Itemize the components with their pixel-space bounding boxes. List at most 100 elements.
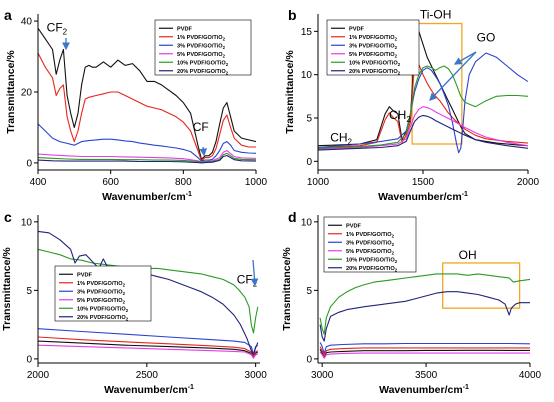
series-group [319,273,530,359]
legend-entry: 5% PVDF/GO/TiO2 [177,52,226,59]
x-axis-title: Wavenumber/cm-1 [104,384,194,396]
panel-a: a 400 600 800 1000 0 20 40 Wavenumber/cm-1 Transm… [4,7,268,203]
panel-b: b 1000 1500 2000 0 5 10 15 Wavenumber/cm-1 Transm… [284,7,540,203]
series-line-10pct [318,65,528,149]
annotation-arrow [250,259,259,287]
series-line-20pct [38,154,256,164]
panel-letter: a [4,7,12,23]
annotation-arrow [199,146,208,157]
series-line-10pct [319,273,530,335]
peak-annotation: GO [477,31,496,45]
legend-entry: 20% PVDF/GO/TiO2 [346,266,398,273]
x-tick-label: 2000 [27,370,50,381]
peak-annotation: CH2 [389,108,411,124]
legend-entry: 3% PVDF/GO/TiO2 [77,289,126,296]
series-line-10pct [38,152,256,163]
legend-entry: PVDF [77,272,93,278]
legend-entry: 3% PVDF/GO/TiO2 [177,43,226,50]
legend-entry: 20% PVDF/GO/TiO2 [349,69,401,76]
y-tick-label: 5 [306,286,312,297]
legend-box [323,216,417,273]
legend-entry: 10% PVDF/GO/TiO2 [177,60,229,67]
series-line-3pct [318,52,528,154]
x-tick-label: 1000 [245,177,268,188]
legend-entry: 3% PVDF/GO/TiO2 [346,240,395,247]
x-tick-label: 800 [175,177,192,188]
peak-annotation: CH2 [330,130,352,146]
series-line-20pct [318,114,528,151]
series-line-20pct [319,291,530,342]
legend-entry: 1% PVDF/GO/TiO2 [77,281,126,288]
x-tick-label: 600 [102,177,119,188]
panel-c: c 2000 2500 3000 0 5 10 Wavenumber/cm-1 Transmit… [1,209,267,396]
series-line-1pct [319,346,530,357]
legend-entry: PVDF [346,223,362,229]
legend-entry: 5% PVDF/GO/TiO2 [77,298,126,305]
annotation-arrow [453,51,477,65]
y-tick-label: 10 [21,217,33,228]
x-axis-title: Wavenumber/cm-1 [379,384,469,396]
series-line-PVDF [38,27,256,160]
legend-entry: 10% PVDF/GO/TiO2 [77,306,129,313]
legend-entry: 5% PVDF/GO/TiO2 [346,249,395,256]
series-line-5pct [319,351,530,359]
y-tick-label: 10 [301,217,313,228]
series-group [38,27,256,164]
x-tick-label: 2500 [136,370,159,381]
y-axis-title: Transmittance/% [284,50,296,134]
legend-entry: PVDF [177,26,193,32]
y-tick-label: 20 [21,88,33,99]
peak-annotation: Ti-OH [420,7,452,21]
peak-annotation: CF2 [47,21,68,37]
x-tick-label: 400 [30,177,47,188]
series-line-3pct [38,123,256,162]
x-tick-label: 3000 [311,370,334,381]
x-tick-label: 1000 [307,177,330,188]
legend-entry: 5% PVDF/GO/TiO2 [349,52,398,59]
series-line-5pct [38,344,258,359]
x-tick-label: 3000 [245,370,268,381]
series-line-3pct [38,328,259,355]
series-line-5pct [318,106,528,150]
panel-d: d 3000 3500 4000 0 5 10 Wavenumber/cm-1 Transmit… [281,209,542,396]
series-line-10pct [38,248,259,334]
legend-entry: 20% PVDF/GO/TiO2 [77,315,129,322]
x-axis-title: Wavenumber/cm-1 [102,191,192,203]
highlight-box [442,262,521,309]
panel-letter: b [288,7,297,23]
peak-annotation: CF [193,120,209,134]
legend-entry: PVDF [349,26,365,32]
legend-entry: 1% PVDF/GO/TiO2 [177,35,226,42]
y-tick-label: 40 [21,17,33,28]
y-tick-label: 15 [301,27,313,38]
y-axis-title: Transmittance/% [281,247,293,331]
y-tick-label: 10 [301,70,313,81]
y-tick-label: 0 [306,354,312,365]
y-tick-label: 5 [26,286,32,297]
y-tick-label: 0 [26,158,32,169]
panel-letter: d [288,209,297,225]
legend-entry: 1% PVDF/GO/TiO2 [346,232,395,239]
y-axis-title: Transmittance/% [1,247,13,331]
series-line-1pct [38,336,259,358]
legend-entry: 3% PVDF/GO/TiO2 [349,43,398,50]
x-tick-label: 2000 [517,177,540,188]
legend-box [54,265,152,322]
y-tick-label: 0 [26,354,32,365]
legend-box [326,19,420,76]
series-line-1pct [38,52,256,162]
x-axis-title: Wavenumber/cm-1 [378,191,468,203]
series-line-3pct [319,342,530,354]
y-axis-title: Transmittance/% [5,50,17,134]
y-tick-label: 0 [306,157,312,168]
x-tick-label: 1500 [412,177,435,188]
annotation-arrow [429,51,477,101]
x-tick-label: 3500 [415,370,438,381]
legend-entry: 1% PVDF/GO/TiO2 [349,35,398,42]
legend-entry: 10% PVDF/GO/TiO2 [349,60,401,67]
x-tick-label: 4000 [519,370,542,381]
